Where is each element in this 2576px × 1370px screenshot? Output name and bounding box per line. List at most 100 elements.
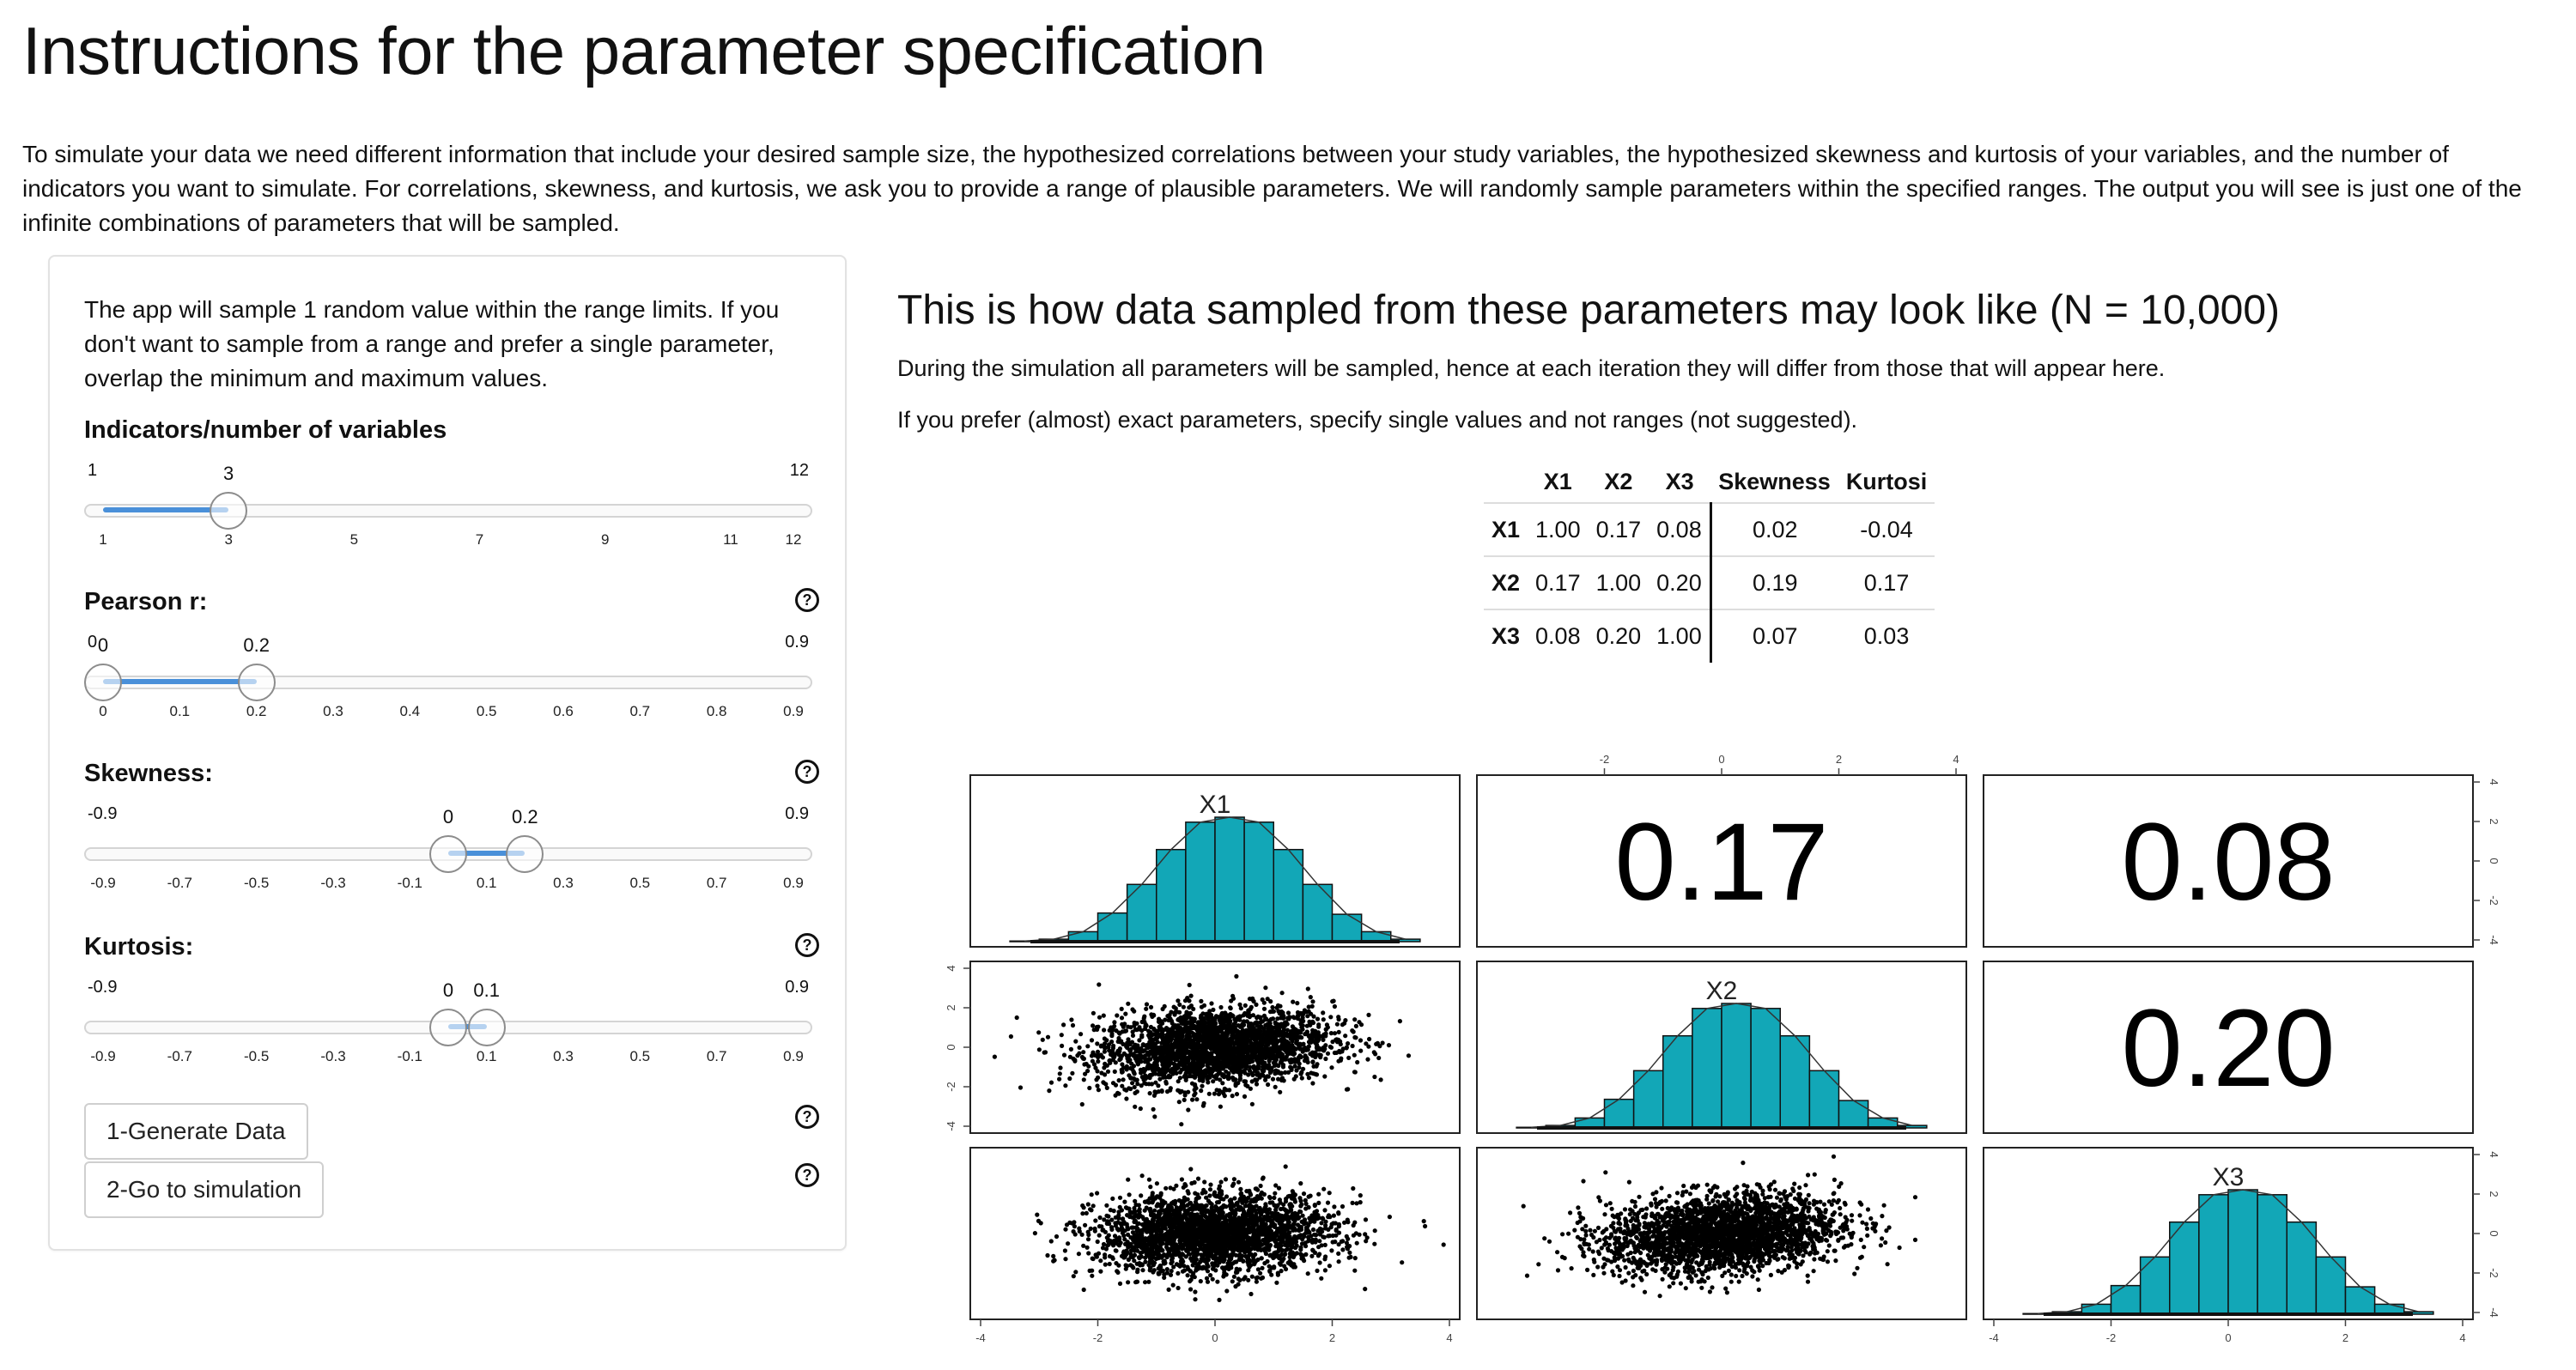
generate-help-icon[interactable]: ? — [795, 1105, 819, 1129]
scatter-point — [1100, 1055, 1105, 1060]
scatter-point — [1276, 1185, 1282, 1191]
scatter-point — [1303, 1252, 1309, 1257]
indicators-tick-label: 1 — [99, 531, 107, 548]
scatter-point — [1188, 1167, 1194, 1172]
scatter-point — [1279, 1269, 1284, 1274]
panel-frame — [1983, 774, 2474, 948]
scatter-point — [1358, 1038, 1364, 1043]
scatter-point — [1265, 997, 1270, 1002]
scatter-point — [1260, 1064, 1266, 1070]
skewness-help-icon[interactable]: ? — [795, 760, 819, 784]
scatter-point — [1140, 1268, 1145, 1273]
scatter-point — [1100, 1246, 1106, 1251]
scatter-point — [1176, 1088, 1181, 1093]
scatter-point — [1216, 1251, 1222, 1256]
kurtosis-slider[interactable]: -0.9 0.9 0 0.1 -0.9 -0.7 -0.5 -0.3 -0.1 0.1 0.3 0.5… — [84, 978, 812, 1072]
pearson-help-icon[interactable]: ? — [795, 588, 819, 612]
indicators-value-handle[interactable] — [210, 492, 248, 530]
scatter-point — [1305, 1071, 1310, 1076]
scatter-point — [1217, 1088, 1222, 1093]
scatter-point — [1295, 1001, 1300, 1006]
scatter-point — [1256, 1065, 1261, 1071]
scatter-point — [1306, 1076, 1311, 1081]
scatter-point — [1102, 1028, 1107, 1033]
scatter-point — [1273, 1021, 1279, 1027]
scatter-point — [1355, 1059, 1360, 1065]
scatter-point — [1176, 1285, 1181, 1291]
scatter-point — [1096, 1088, 1101, 1093]
scatter-point — [1263, 1016, 1268, 1021]
scatter-point — [1274, 1028, 1279, 1034]
scatter-point — [1353, 1023, 1358, 1028]
pearson-high-handle[interactable] — [237, 664, 276, 701]
scatter-point — [1347, 1244, 1352, 1249]
scatter-point — [1090, 1058, 1095, 1064]
scatter-point — [1116, 1078, 1121, 1083]
scatter-point — [1249, 1274, 1255, 1279]
scatter-point — [1103, 1082, 1109, 1087]
scatter-point — [1144, 1002, 1150, 1007]
kurtosis-high-handle[interactable] — [467, 1009, 506, 1046]
skewness-tick-label: -0.9 — [90, 875, 116, 891]
scatter-point — [1212, 1062, 1217, 1067]
indicators-slider-track[interactable] — [84, 504, 812, 518]
simulation-help-icon[interactable]: ? — [795, 1163, 819, 1187]
scatter-point — [1119, 1006, 1124, 1011]
scatter-point — [1142, 1014, 1147, 1019]
scatter-point — [1073, 1270, 1078, 1275]
histogram-bar — [1692, 1008, 1722, 1129]
scatter-point — [1386, 1043, 1392, 1048]
scatter-point — [1059, 1033, 1064, 1038]
scatter-point — [1213, 1015, 1218, 1021]
scatter-point — [1199, 1028, 1205, 1033]
scatter-point — [1201, 1069, 1206, 1074]
skewness-high-handle[interactable] — [506, 835, 544, 873]
scatter-point — [1244, 1064, 1249, 1069]
pearson-slider[interactable]: 0 0.9 0 0.2 0 0.1 0.2 0.3 0.4 0.5 0.6 0.7 0.8 0.9 — [84, 633, 812, 727]
main-note-sampling: During the simulation all parameters wil… — [897, 355, 2166, 381]
generate-data-button[interactable]: 1-Generate Data — [84, 1103, 308, 1160]
scatter-point — [1363, 1217, 1369, 1222]
scatter-point — [1139, 1083, 1144, 1088]
scatter-point — [1090, 1273, 1095, 1278]
scatter-point — [1156, 1050, 1161, 1055]
scatter-point — [1279, 1015, 1284, 1021]
kurtosis-low-handle[interactable] — [429, 1009, 467, 1046]
scatter-point — [1274, 1280, 1279, 1285]
scatter-point — [1148, 1024, 1153, 1030]
scatter-point — [1289, 1065, 1294, 1071]
indicators-tick-label: 5 — [349, 531, 359, 548]
scatter-points — [992, 973, 1412, 1127]
scatter-point — [1254, 1046, 1259, 1052]
scatter-point — [1288, 1033, 1293, 1039]
scatter-point — [1085, 1202, 1091, 1207]
scatter-point — [1248, 1064, 1253, 1070]
scatter-point — [1116, 1030, 1121, 1035]
scatter-point — [1282, 1047, 1287, 1052]
scatter-point — [1063, 1083, 1068, 1088]
skewness-low-handle[interactable] — [429, 835, 467, 873]
scatter-point — [1194, 1049, 1199, 1054]
scatter-point — [1306, 1004, 1311, 1009]
go-to-simulation-button[interactable]: 2-Go to simulation — [84, 1161, 325, 1218]
scatter-point — [1143, 1259, 1148, 1264]
scatter-point — [1167, 1075, 1173, 1080]
scatter-point — [1315, 1062, 1320, 1067]
scatter-point — [1285, 1028, 1290, 1033]
scatter-point — [1267, 1018, 1272, 1023]
kurtosis-help-icon[interactable]: ? — [795, 933, 819, 957]
scatter-point — [1231, 1060, 1236, 1065]
skewness-slider[interactable]: -0.9 0.9 0 0.2 -0.9 -0.7 -0.5 -0.3 -0.1 0.1 0.3 0.5… — [84, 804, 812, 899]
pearson-low-handle[interactable] — [84, 664, 122, 701]
scatter-point — [1316, 1052, 1322, 1058]
scatter-point — [1234, 973, 1239, 979]
indicators-slider[interactable]: 1 12 3 1 3 5 7 9 11 12 — [84, 461, 812, 555]
scatter-point — [1148, 1004, 1154, 1009]
scatter-point — [1238, 1186, 1243, 1191]
scatter-point — [1248, 1013, 1253, 1018]
scatter-point — [1132, 1084, 1137, 1090]
skewness-tick-label: 0.9 — [783, 875, 804, 891]
scatter-point — [1256, 1207, 1261, 1212]
scatter-point — [1267, 1253, 1273, 1258]
scatter-point — [1242, 1058, 1247, 1064]
